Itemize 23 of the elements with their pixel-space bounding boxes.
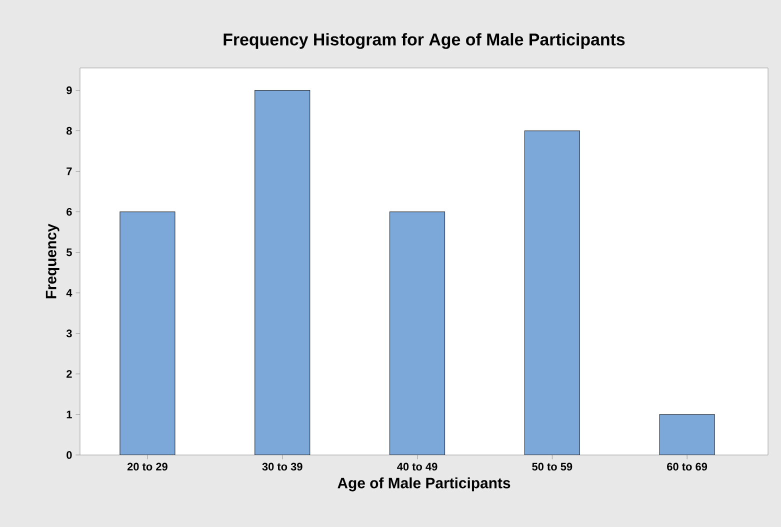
y-tick-label: 9 <box>66 86 72 94</box>
y-tick-label: 4 <box>66 289 72 297</box>
bar <box>659 414 715 455</box>
y-tick-label: 0 <box>66 451 72 459</box>
x-tick-label: 20 to 29 <box>127 462 168 471</box>
x-tick-label: 30 to 39 <box>262 462 302 471</box>
bar <box>389 212 446 455</box>
bar <box>120 212 176 455</box>
chart-title: Frequency Histogram for Age of Male Participants <box>224 33 625 49</box>
bar <box>254 90 310 455</box>
bar <box>524 130 580 455</box>
y-tick-label: 6 <box>66 208 72 216</box>
x-tick-label: 40 to 49 <box>397 462 438 471</box>
y-tick-label: 8 <box>66 126 72 135</box>
y-tick-label: 1 <box>66 410 72 418</box>
y-tick-label: 3 <box>66 330 72 338</box>
x-axis-title: Age of Male Participants <box>338 477 510 492</box>
y-tick-label: 7 <box>66 168 72 176</box>
y-tick-label: 5 <box>66 248 72 256</box>
x-tick-label: 50 to 59 <box>532 462 572 471</box>
y-axis-title: Frequency <box>46 224 60 298</box>
y-tick-label: 2 <box>66 370 72 378</box>
x-tick-label: 60 to 69 <box>667 462 708 471</box>
